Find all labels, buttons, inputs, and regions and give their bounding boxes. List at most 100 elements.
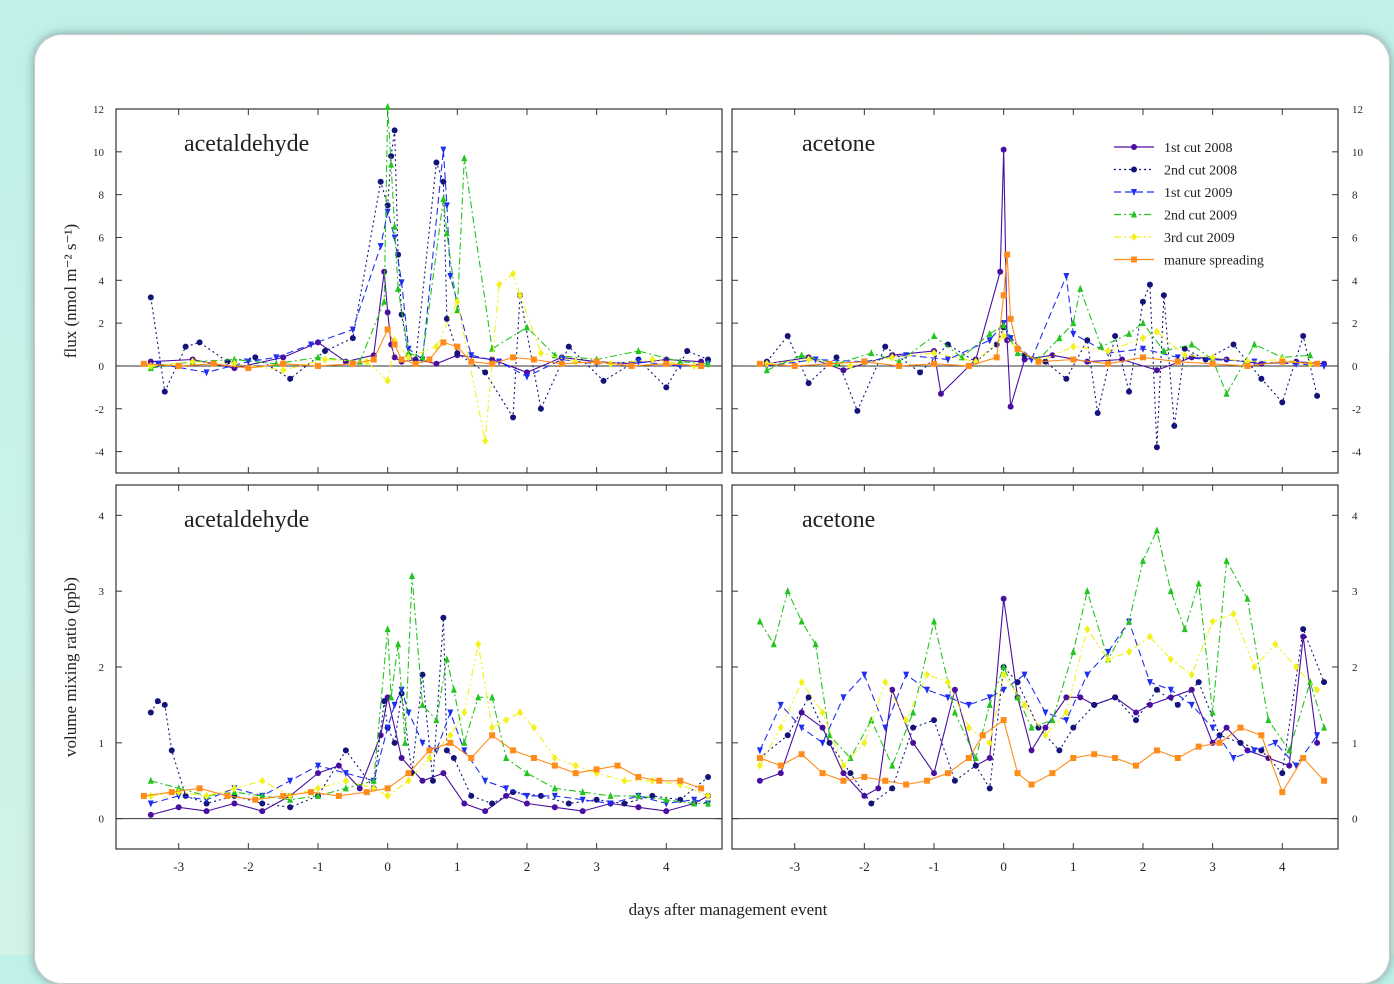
panel-frame xyxy=(731,108,1339,474)
data-point xyxy=(321,347,328,354)
data-point xyxy=(443,229,450,237)
data-point xyxy=(649,776,656,785)
y-tick-label: 2 xyxy=(1352,318,1358,330)
data-point xyxy=(770,640,777,648)
data-point xyxy=(409,572,416,579)
data-point xyxy=(847,361,854,370)
data-point xyxy=(784,332,791,339)
data-point xyxy=(1279,399,1286,406)
data-point xyxy=(951,708,958,716)
data-point xyxy=(763,366,770,374)
data-point xyxy=(440,614,447,621)
series xyxy=(756,595,1321,799)
data-point xyxy=(433,360,440,367)
data-point xyxy=(840,770,847,777)
data-point xyxy=(805,694,812,701)
data-point xyxy=(798,724,805,732)
data-point xyxy=(805,355,812,364)
x-tick-label: 4 xyxy=(663,859,670,874)
data-point xyxy=(1146,679,1153,687)
y-tick-label: 0 xyxy=(1352,814,1358,826)
data-point xyxy=(1139,319,1146,327)
x-tick-label: -3 xyxy=(173,859,184,874)
data-point xyxy=(777,770,784,777)
data-point xyxy=(523,373,530,381)
y-tick-label: 4 xyxy=(1352,275,1358,287)
data-point xyxy=(840,761,847,770)
data-point xyxy=(342,776,349,785)
data-point xyxy=(1139,345,1146,353)
data-point xyxy=(931,360,937,367)
data-point xyxy=(182,343,189,350)
series-line xyxy=(150,644,709,797)
data-point xyxy=(628,362,635,369)
data-point xyxy=(161,701,168,708)
data-point xyxy=(461,738,468,746)
y-tick-label: 4 xyxy=(99,275,105,287)
data-point xyxy=(579,796,586,804)
data-point xyxy=(147,791,154,800)
data-point xyxy=(342,784,349,792)
data-point xyxy=(593,796,600,803)
data-point xyxy=(454,306,461,314)
data-point xyxy=(489,800,496,807)
series-line xyxy=(157,149,709,378)
series xyxy=(147,269,698,445)
data-point xyxy=(777,701,784,709)
data-point xyxy=(349,326,356,334)
data-point xyxy=(454,343,461,350)
data-point xyxy=(1077,284,1084,292)
data-point xyxy=(1131,189,1137,196)
data-point xyxy=(572,761,579,770)
data-point xyxy=(1251,340,1258,348)
data-point xyxy=(1014,345,1021,352)
data-point xyxy=(551,754,558,762)
data-point xyxy=(429,777,436,784)
data-point xyxy=(1070,724,1077,731)
data-point xyxy=(972,754,979,761)
data-point xyxy=(252,796,259,803)
data-point xyxy=(965,701,972,709)
y-tick-label: 10 xyxy=(93,147,105,159)
data-point xyxy=(140,792,147,799)
data-point xyxy=(1251,663,1258,671)
data-point xyxy=(1300,626,1307,633)
data-point xyxy=(1230,609,1237,618)
data-point xyxy=(579,808,586,815)
data-point xyxy=(551,762,558,769)
x-tick-label: -1 xyxy=(929,859,940,874)
data-point xyxy=(910,724,917,731)
y-tick-label: 12 xyxy=(1352,104,1363,116)
data-point xyxy=(1042,709,1049,717)
series-line xyxy=(150,271,702,373)
data-point xyxy=(663,384,670,391)
data-point xyxy=(635,773,642,780)
data-point xyxy=(1000,331,1007,340)
data-point xyxy=(384,102,391,110)
data-point xyxy=(363,357,370,366)
data-point xyxy=(443,202,450,210)
data-point xyxy=(1174,358,1181,365)
data-point xyxy=(705,791,712,800)
data-point xyxy=(1126,329,1133,337)
data-point xyxy=(147,358,154,365)
data-point xyxy=(384,785,391,792)
data-point xyxy=(1216,732,1223,739)
data-point xyxy=(377,243,384,251)
data-point xyxy=(819,724,826,731)
data-point xyxy=(1174,755,1181,761)
y-axis-label-vmr: volume mixing ratio (ppb) xyxy=(61,577,80,757)
data-point xyxy=(433,342,440,351)
data-point xyxy=(944,694,951,702)
data-point xyxy=(565,800,572,807)
data-point xyxy=(1139,334,1146,343)
series xyxy=(147,686,712,808)
data-point xyxy=(979,732,986,739)
panel-bottom-left: 0 1 2 3 4 -3 -2 -1 0 1 2 3 4 acetaldehyde xyxy=(99,484,723,874)
data-point xyxy=(1042,731,1049,740)
data-point xyxy=(196,339,203,346)
data-point xyxy=(698,785,705,792)
data-point xyxy=(1131,166,1137,173)
data-point xyxy=(503,754,510,761)
series xyxy=(147,572,712,807)
